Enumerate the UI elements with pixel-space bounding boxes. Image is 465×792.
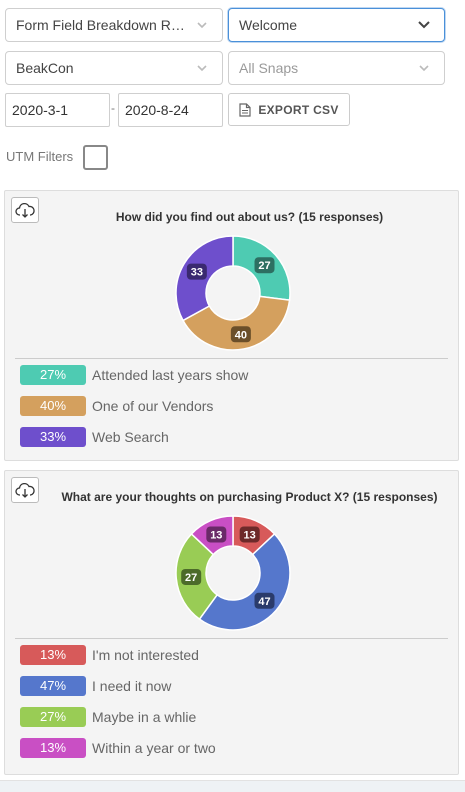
legend-badge: 27% bbox=[20, 706, 86, 727]
chart-panel-2: What are your thoughts on purchasing Pro… bbox=[4, 470, 459, 775]
utm-filters-checkbox[interactable] bbox=[83, 145, 108, 170]
legend-badge: 47% bbox=[20, 675, 86, 696]
company-select[interactable]: BeakCon bbox=[5, 51, 223, 85]
legend-badge: 33% bbox=[20, 426, 86, 447]
data-label: 27 bbox=[185, 572, 197, 584]
chart-title: How did you find out about us? (15 respo… bbox=[115, 210, 384, 224]
data-label: 40 bbox=[235, 329, 247, 341]
date-separator: - bbox=[111, 101, 115, 115]
donut-chart: 27 40 33 bbox=[175, 235, 291, 351]
export-csv-label: EXPORT CSV bbox=[258, 102, 339, 117]
data-label-box bbox=[230, 326, 251, 343]
data-label-box bbox=[254, 257, 275, 274]
legend-label: I need it now bbox=[92, 677, 172, 694]
divider bbox=[15, 638, 448, 639]
chart-legend: 27% Attended last years show 40% One of our… bbox=[20, 359, 248, 452]
legend-badge: 40% bbox=[20, 395, 86, 416]
legend-item: 13% I'm not interested bbox=[20, 639, 216, 670]
legend-label: Within a year or two bbox=[92, 739, 216, 756]
data-label-box bbox=[239, 526, 260, 543]
donut-slice[interactable] bbox=[182, 295, 291, 351]
legend-label: I'm not interested bbox=[92, 646, 199, 663]
legend-badge: 13% bbox=[20, 737, 86, 758]
chart-title: What are your thoughts on purchasing Pro… bbox=[61, 490, 438, 504]
data-label: 27 bbox=[258, 260, 270, 272]
company-select-value: BeakCon bbox=[16, 60, 74, 76]
snaps-filter-select[interactable]: All Snaps bbox=[228, 51, 445, 85]
divider bbox=[15, 358, 448, 359]
document-icon bbox=[239, 102, 251, 117]
snaps-filter-placeholder: All Snaps bbox=[239, 60, 299, 76]
data-label-box bbox=[254, 592, 275, 609]
data-label: 33 bbox=[191, 267, 203, 279]
end-date-value: 2020-8-24 bbox=[125, 102, 189, 118]
legend-badge: 13% bbox=[20, 644, 86, 665]
legend-item: 33% Web Search bbox=[20, 421, 248, 452]
chevron-down-icon bbox=[197, 65, 207, 72]
legend-badge: 27% bbox=[20, 364, 86, 385]
data-label: 13 bbox=[210, 529, 222, 541]
legend-label: Web Search bbox=[92, 428, 169, 445]
data-label-box bbox=[206, 526, 227, 543]
chart-panel-1: How did you find out about us? (15 respo… bbox=[4, 190, 459, 461]
legend-item: 27% Attended last years show bbox=[20, 359, 248, 390]
snap-select[interactable]: Welcome bbox=[228, 8, 445, 42]
download-chart-button[interactable] bbox=[11, 477, 39, 503]
report-select-value: Form Field Breakdown Re... bbox=[16, 17, 186, 33]
donut-chart: 13 47 27 13 bbox=[175, 515, 291, 631]
legend-item: 40% One of our Vendors bbox=[20, 390, 248, 421]
data-label: 47 bbox=[258, 596, 270, 608]
data-label-box bbox=[181, 568, 202, 585]
legend-item: 13% Within a year or two bbox=[20, 732, 216, 763]
chevron-down-icon bbox=[418, 21, 430, 29]
data-label: 13 bbox=[244, 529, 256, 541]
download-chart-button[interactable] bbox=[11, 197, 39, 223]
legend-label: One of our Vendors bbox=[92, 397, 214, 414]
chart-legend: 13% I'm not interested 47% I need it now 27%… bbox=[20, 639, 216, 763]
export-csv-button[interactable]: EXPORT CSV bbox=[228, 93, 350, 126]
snap-select-value: Welcome bbox=[239, 17, 298, 33]
chevron-down-icon bbox=[197, 22, 207, 29]
cloud-download-icon bbox=[15, 482, 35, 498]
report-select[interactable]: Form Field Breakdown Re... bbox=[5, 8, 223, 42]
start-date-value: 2020-3-1 bbox=[12, 102, 69, 118]
legend-item: 27% Maybe in a whlie bbox=[20, 701, 216, 732]
legend-item: 47% I need it now bbox=[20, 670, 216, 701]
legend-label: Maybe in a whlie bbox=[92, 708, 197, 725]
end-date-input[interactable]: 2020-8-24 bbox=[118, 93, 223, 127]
footer-strip bbox=[0, 780, 465, 792]
data-label-box bbox=[186, 263, 207, 280]
cloud-download-icon bbox=[15, 202, 35, 218]
start-date-input[interactable]: 2020-3-1 bbox=[5, 93, 110, 127]
utm-filters-label: UTM Filters bbox=[6, 149, 74, 164]
chevron-down-icon bbox=[419, 65, 429, 72]
legend-label: Attended last years show bbox=[92, 366, 249, 383]
